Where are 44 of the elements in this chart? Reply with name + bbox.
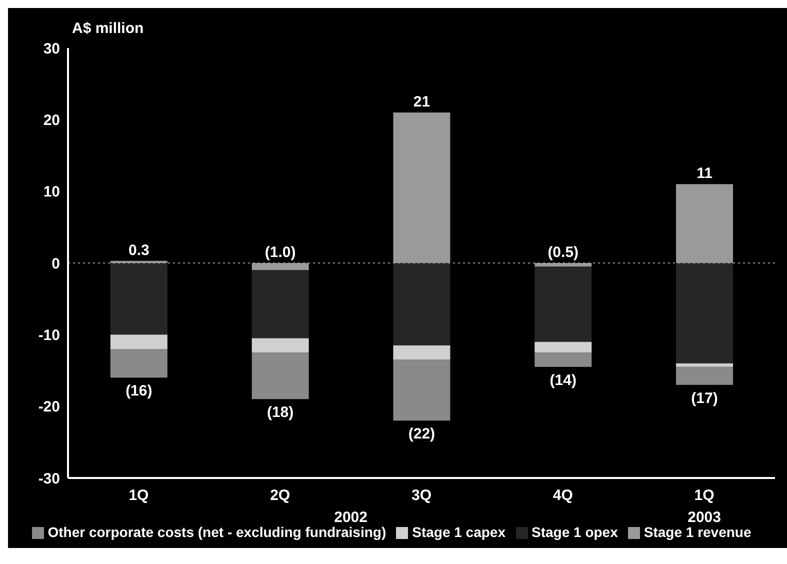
bar	[393, 345, 450, 360]
annotation: (17)	[691, 390, 718, 407]
data-label: 0.3	[128, 242, 150, 259]
y-tick-label: 30	[43, 40, 60, 58]
legend-label: Other corporate costs (net - excluding fundraising)	[48, 524, 386, 540]
text: 2002	[334, 509, 368, 526]
data-label: 11	[696, 165, 712, 182]
bar	[393, 263, 450, 346]
y-tick-label: -20	[38, 398, 60, 416]
bar	[676, 263, 734, 364]
bar	[110, 334, 168, 349]
data-label: (1.0)	[264, 244, 296, 261]
bar	[252, 338, 309, 353]
bar	[393, 360, 450, 421]
bar	[534, 352, 592, 367]
x-tick-label: 3Q	[411, 487, 432, 504]
legend-label: Stage 1 opex	[532, 524, 618, 540]
bar	[534, 342, 592, 353]
y-tick-label: -30	[38, 470, 60, 488]
bar	[252, 270, 309, 338]
legend-label: Stage 1 capex	[412, 524, 506, 540]
x-tick-label: 1Q	[694, 487, 715, 504]
y-tick-label: 0	[52, 255, 60, 272]
data-label: 21	[413, 94, 430, 110]
legend-label: Stage 1 revenue	[644, 524, 752, 540]
annotation: (22)	[408, 426, 436, 443]
annotation: (16)	[126, 382, 152, 400]
bar	[676, 363, 734, 367]
x-tick-label: 1Q	[128, 487, 150, 504]
x-tick-label: 4Q	[552, 487, 574, 504]
bar	[110, 349, 168, 378]
bar	[534, 266, 592, 342]
x-tick-label: 2Q	[270, 487, 290, 504]
y-tick-label: -10	[38, 326, 60, 344]
y-axis-title: A$ million	[72, 20, 144, 37]
bar	[676, 366, 734, 385]
bar	[252, 352, 309, 400]
annotation: (18)	[266, 404, 294, 422]
y-tick-label: 10	[43, 184, 60, 201]
y-tick-label: 20	[43, 112, 60, 129]
annotation: (14)	[550, 372, 576, 389]
text: 2003	[688, 509, 721, 526]
bar	[110, 263, 168, 335]
data-label: (0.5)	[548, 244, 579, 261]
